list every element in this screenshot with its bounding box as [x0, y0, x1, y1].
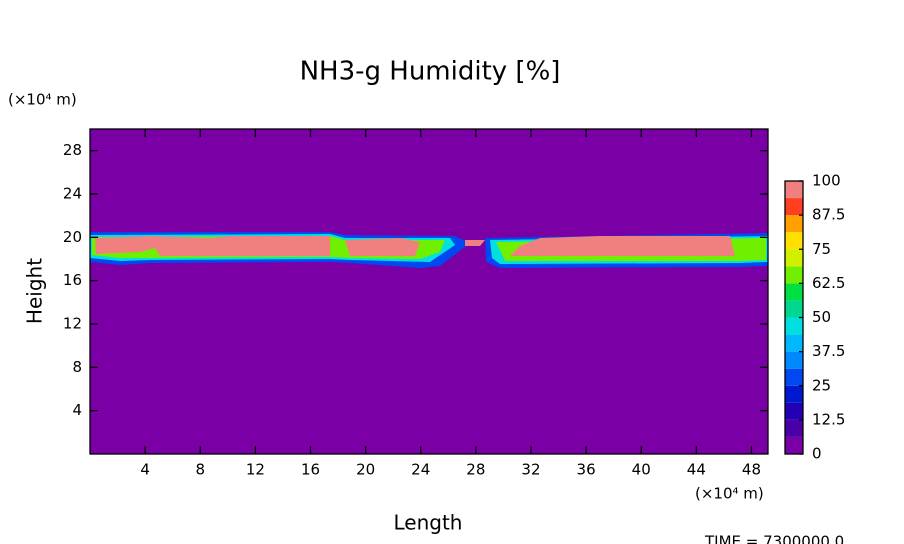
- colorbar-label: 12.5: [812, 410, 845, 428]
- colorbar-swatch: [785, 215, 803, 233]
- y-tick-label: 28: [63, 141, 82, 159]
- x-tick-label: 20: [356, 461, 375, 479]
- colorbar-swatch: [785, 266, 803, 284]
- colorbar-swatch: [785, 181, 803, 199]
- y-tick-label: 4: [72, 401, 82, 419]
- colorbar-label: 87.5: [812, 206, 845, 224]
- x-tick-label: 16: [301, 461, 320, 479]
- x-tick-label: 28: [466, 461, 485, 479]
- x-tick-label: 12: [246, 461, 265, 479]
- y-tick-label: 8: [72, 358, 82, 376]
- colorbar-label: 62.5: [812, 274, 845, 292]
- colorbar-swatch: [785, 300, 803, 318]
- x-tick-label: 32: [521, 461, 540, 479]
- colorbar-swatch: [785, 232, 803, 250]
- x-unit: (×10⁴ m): [695, 485, 764, 503]
- chart-title: NH3-g Humidity [%]: [300, 57, 561, 87]
- footer: TIME = 7300000.0: [704, 533, 844, 544]
- colorbar-swatch: [785, 402, 803, 420]
- colorbar-swatch: [785, 334, 803, 352]
- x-tick-label: 36: [577, 461, 596, 479]
- colorbar-label: 50: [812, 308, 831, 326]
- colorbar-label: 25: [812, 376, 831, 394]
- y-tick-label: 24: [63, 185, 82, 203]
- colorbar-swatch: [785, 249, 803, 267]
- contour-band: [95, 236, 735, 256]
- x-tick-label: 24: [411, 461, 430, 479]
- x-axis-title: Length: [394, 511, 463, 535]
- plot-background: [90, 129, 768, 454]
- y-tick-label: 20: [63, 228, 82, 246]
- colorbar-label: 100: [812, 172, 841, 190]
- colorbar-label: 0: [812, 445, 822, 463]
- y-tick-label: 16: [63, 271, 82, 289]
- x-tick-label: 4: [140, 461, 150, 479]
- colorbar-swatch: [785, 283, 803, 301]
- y-unit: (×10⁴ m): [8, 91, 77, 109]
- y-tick-label: 12: [63, 315, 82, 333]
- colorbar-swatch: [785, 436, 803, 454]
- colorbar-swatch: [785, 351, 803, 369]
- contour-field: [90, 232, 768, 268]
- y-axis-title: Height: [23, 258, 47, 324]
- x-tick-label: 8: [195, 461, 205, 479]
- plot-frame: [89, 128, 769, 455]
- colorbar-swatch: [785, 368, 803, 386]
- colorbar-swatch: [785, 317, 803, 335]
- colorbar-label: 37.5: [812, 342, 845, 360]
- colorbar-swatch: [785, 419, 803, 437]
- x-tick-label: 48: [742, 461, 761, 479]
- x-tick-label: 40: [632, 461, 651, 479]
- colorbar-swatch: [785, 198, 803, 216]
- colorbar-swatch: [785, 385, 803, 403]
- colorbar-label: 75: [812, 240, 831, 258]
- x-tick-label: 44: [687, 461, 706, 479]
